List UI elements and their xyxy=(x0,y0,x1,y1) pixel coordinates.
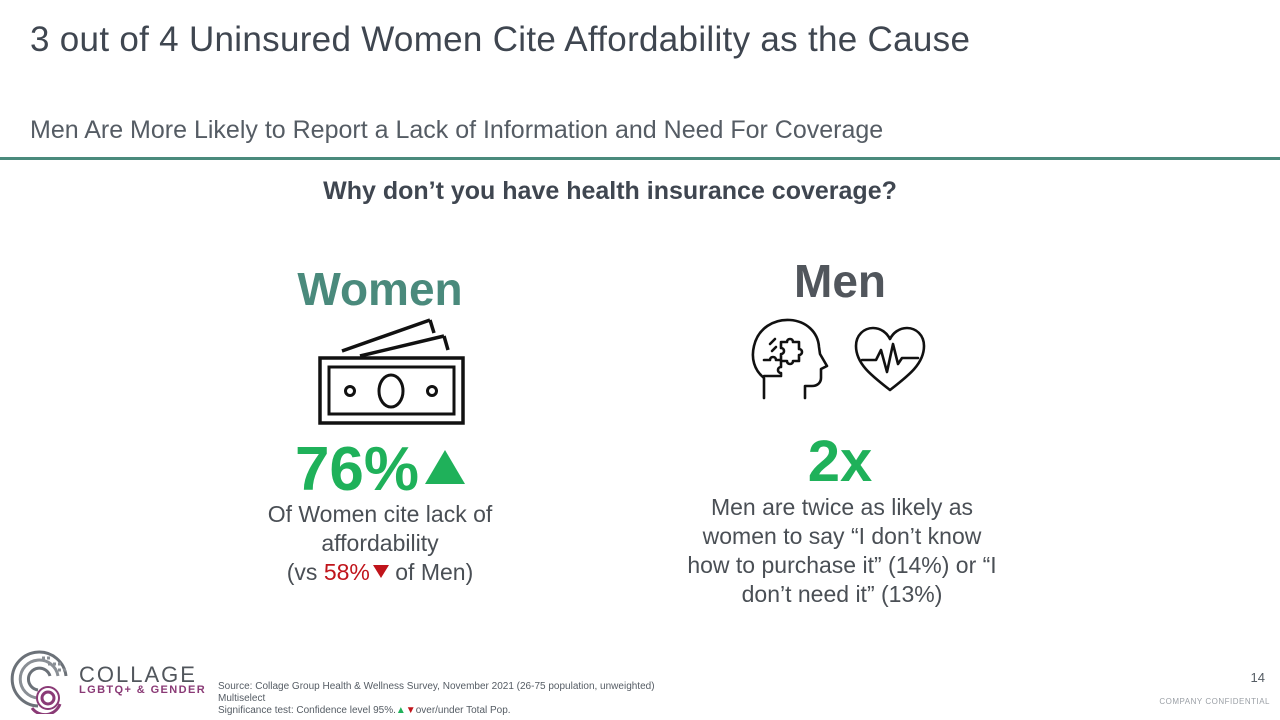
source-note: Source: Collage Group Health & Wellness … xyxy=(218,681,655,692)
sig-prefix: Significance test: Confidence level 95%. xyxy=(218,705,396,716)
men-stat: 2x xyxy=(807,429,873,494)
up-arrow-icon xyxy=(425,450,466,484)
men-desc-line: women to say “I don’t know xyxy=(702,523,982,549)
confidential-label: COMPANY CONFIDENTIAL xyxy=(1159,697,1270,706)
compare-suffix: of Men) xyxy=(388,559,474,585)
compare-value: 58% xyxy=(323,559,370,585)
men-desc-line: Men are twice as likely as xyxy=(710,494,974,520)
women-stat-value: 76% xyxy=(294,435,420,504)
women-stat: 76% xyxy=(230,434,530,505)
slide-title: 3 out of 4 Uninsured Women Cite Affordab… xyxy=(30,20,971,59)
money-icon xyxy=(318,318,465,425)
collage-logo-icon xyxy=(10,650,68,714)
men-heading: Men xyxy=(794,255,886,307)
women-desc-line: Of Women cite lack of xyxy=(267,501,493,527)
brain-puzzle-icon xyxy=(751,318,829,400)
men-desc-line: how to purchase it” (14%) or “I xyxy=(687,552,997,578)
slide-subtitle: Men Are More Likely to Report a Lack of … xyxy=(30,116,884,144)
sig-up-arrow-icon: ▲ xyxy=(395,705,406,716)
title-divider xyxy=(0,157,1280,160)
significance-note: Significance test: Confidence level 95%.… xyxy=(218,705,655,717)
women-compare: (vs 58% of Men) xyxy=(230,558,530,587)
women-desc-line: affordability xyxy=(321,530,439,556)
sig-down-arrow-icon: ▼ xyxy=(405,705,416,716)
men-description: Men are twice as likely as women to say … xyxy=(662,493,1022,609)
down-arrow-icon xyxy=(372,565,389,578)
women-heading: Women xyxy=(297,263,463,315)
sig-suffix: over/under Total Pop. xyxy=(415,705,511,716)
footnotes: Source: Collage Group Health & Wellness … xyxy=(218,681,655,717)
multiselect-note: Multiselect xyxy=(218,693,266,704)
men-desc-line: don’t need it” (13%) xyxy=(741,581,943,607)
logo-tagline: LGBTQ+ & GENDER xyxy=(79,684,207,696)
heart-rate-icon xyxy=(854,326,926,392)
survey-question: Why don’t you have health insurance cove… xyxy=(323,177,897,205)
page-number: 14 xyxy=(1250,670,1265,685)
logo-wordmark: COLLAGE xyxy=(79,662,197,687)
compare-prefix: (vs xyxy=(286,559,324,585)
women-description: Of Women cite lack of affordability (vs … xyxy=(230,500,530,587)
